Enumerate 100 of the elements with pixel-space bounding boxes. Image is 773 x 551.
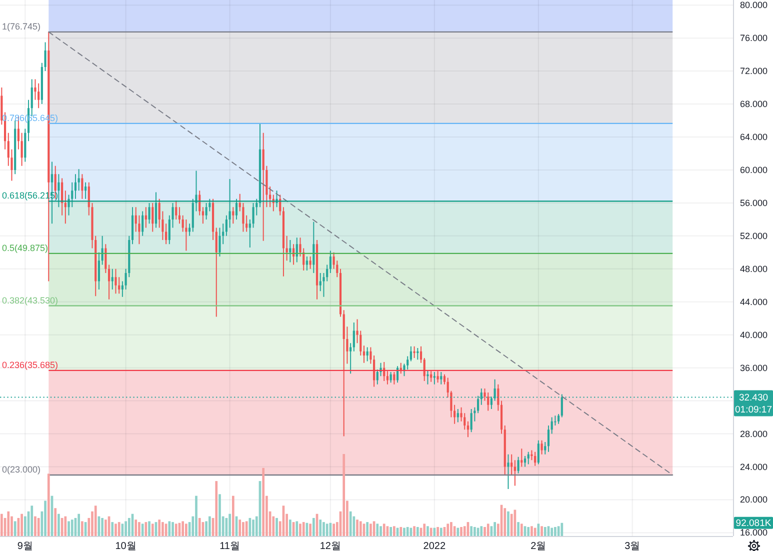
y-tick-label: 16.000 (740, 528, 768, 538)
x-tick-label: 9월 (17, 540, 33, 551)
text: 92.081K (736, 517, 772, 528)
y-tick-label: 52.000 (740, 230, 768, 241)
bar (356, 520, 358, 536)
ref-line-label: 1(76.745) (2, 21, 41, 32)
bar (302, 522, 305, 536)
bar (262, 468, 265, 536)
bar (238, 520, 242, 536)
bar (376, 524, 379, 536)
bar (520, 524, 523, 536)
bar (486, 524, 490, 536)
bar (319, 520, 322, 536)
y-tick-label: 64.000 (740, 132, 768, 142)
bar (393, 526, 396, 536)
bar (406, 526, 409, 536)
bar (403, 528, 406, 536)
bar (232, 496, 234, 536)
bar (463, 526, 466, 536)
x-tick-label: 2022 (423, 540, 446, 551)
bar (460, 526, 462, 536)
bar (101, 518, 104, 536)
bar (64, 516, 67, 536)
bar (530, 526, 533, 536)
y-tick-label: 36.000 (740, 362, 768, 373)
y-tick-label: 20.000 (740, 494, 768, 505)
bar (413, 526, 416, 536)
bar (185, 524, 188, 536)
y-tick-label: 28.000 (740, 428, 768, 439)
bar (507, 511, 510, 536)
bar (480, 526, 483, 536)
ref-line-label: 0.5(49.875) (2, 242, 48, 253)
bar (289, 520, 292, 536)
bar (382, 524, 386, 536)
candlestick (436, 371, 439, 383)
bar (172, 522, 174, 536)
bar (252, 520, 254, 536)
y-tick-label: 80.000 (740, 0, 768, 10)
bar (312, 518, 315, 536)
bar (138, 522, 140, 536)
bar (560, 522, 564, 536)
bar (504, 508, 506, 536)
x-tick-label: 3월 (624, 540, 640, 551)
bar (37, 518, 40, 536)
bar (456, 528, 460, 536)
bar (527, 526, 530, 536)
bar (0, 514, 3, 536)
ref-line-label: 0.236(35.685) (2, 360, 58, 370)
bar (550, 528, 554, 536)
bar (94, 506, 97, 536)
bar (228, 514, 231, 536)
bar (342, 454, 346, 536)
y-tick-label: 76.000 (740, 33, 768, 44)
bar (470, 526, 473, 536)
bar (70, 520, 74, 536)
bar (332, 524, 335, 536)
candlestick (507, 454, 510, 490)
y-tick-label: 48.000 (740, 264, 768, 274)
bar (510, 514, 513, 536)
bar (474, 526, 476, 536)
bar (168, 521, 171, 536)
bar (440, 528, 442, 536)
bar (20, 514, 23, 536)
text: 01:09:17 (735, 404, 772, 415)
candlestick (426, 370, 429, 384)
bar (134, 520, 138, 536)
bar (390, 526, 392, 536)
bar (68, 521, 70, 536)
bar (242, 522, 244, 536)
y-tick-label: 56.000 (740, 198, 768, 208)
bar (158, 520, 161, 536)
bar (544, 526, 546, 536)
bar (58, 514, 60, 536)
bar (148, 521, 150, 536)
bar (423, 524, 426, 536)
bar (494, 522, 496, 536)
bar (195, 496, 198, 536)
bar (276, 518, 278, 536)
bar (47, 474, 50, 536)
bar (54, 508, 57, 536)
bar (554, 526, 556, 536)
bar (78, 514, 80, 536)
bar (208, 516, 211, 536)
x-tick-label: 11월 (220, 540, 240, 551)
bar (128, 518, 130, 536)
bar (14, 521, 16, 536)
bar (426, 526, 429, 536)
bar (436, 526, 439, 536)
bar (162, 522, 164, 536)
bar (7, 511, 10, 536)
bar (81, 521, 84, 536)
bar (182, 521, 184, 536)
y-tick-label: 24.000 (740, 462, 768, 472)
ref-line-label: 32.430 (738, 392, 768, 403)
bar (309, 524, 312, 536)
bar (34, 516, 36, 536)
bar (517, 522, 520, 536)
bar (540, 526, 543, 536)
bar (326, 524, 328, 536)
y-tick-label: 40.000 (740, 330, 768, 340)
